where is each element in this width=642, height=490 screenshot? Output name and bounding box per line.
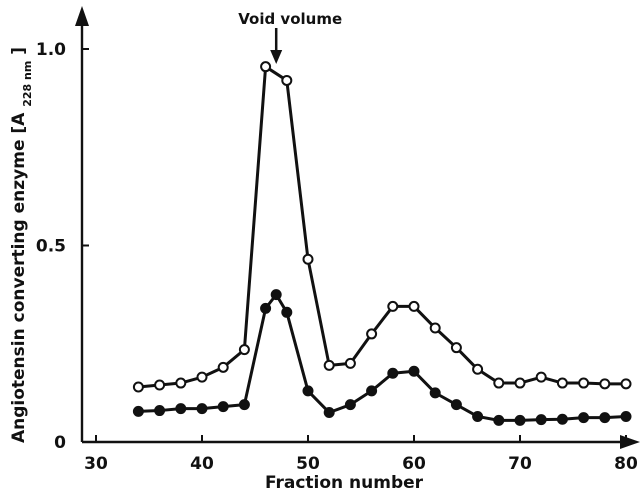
- data-point: [493, 377, 505, 389]
- data-point: [450, 399, 462, 411]
- annotation-group: Void volume: [238, 10, 342, 64]
- y-tick-label: 0.5: [36, 237, 66, 257]
- data-point: [217, 401, 229, 413]
- annotation-label: Void volume: [238, 10, 342, 28]
- y-tick-label: 1.0: [36, 40, 66, 60]
- data-point: [578, 377, 590, 389]
- x-tick-label: 40: [190, 454, 214, 474]
- data-point: [175, 403, 187, 415]
- y-axis-label: Angiotensin converting enzyme [A 228 nm …: [9, 47, 34, 443]
- series-line: [136, 293, 628, 422]
- x-axis-label: Fraction number: [265, 473, 424, 490]
- data-point: [366, 385, 378, 397]
- x-tick-label: 30: [84, 454, 108, 474]
- y-tick-label: 0: [54, 433, 66, 453]
- data-point: [238, 399, 250, 411]
- data-point: [302, 253, 314, 265]
- data-point: [387, 367, 399, 379]
- data-point: [387, 300, 399, 312]
- data-point: [556, 413, 568, 425]
- y-axis-label-subscript: 228 nm: [21, 61, 34, 107]
- data-point: [556, 377, 568, 389]
- data-point: [599, 412, 611, 424]
- data-point: [344, 399, 356, 411]
- data-point: [302, 385, 314, 397]
- data-point: [132, 405, 144, 417]
- series-line: [136, 65, 628, 389]
- data-point: [514, 377, 526, 389]
- data-point: [450, 342, 462, 354]
- annotation-arrowhead: [270, 50, 283, 64]
- x-axis-arrowhead: [620, 435, 640, 449]
- data-point: [260, 302, 272, 314]
- data-point: [175, 377, 187, 389]
- data-point: [429, 387, 441, 399]
- x-tick-label: 70: [508, 454, 532, 474]
- series-group: [132, 61, 632, 426]
- data-point: [408, 365, 420, 377]
- data-point: [154, 405, 166, 417]
- data-point: [535, 371, 547, 383]
- data-point: [514, 414, 526, 426]
- data-point: [132, 381, 144, 393]
- data-point: [620, 378, 632, 390]
- x-tick-label: 60: [402, 454, 426, 474]
- data-point: [535, 414, 547, 426]
- x-tick-label: 80: [614, 454, 638, 474]
- data-point: [323, 407, 335, 419]
- data-point: [154, 379, 166, 391]
- data-point: [196, 403, 208, 415]
- y-axis-arrowhead: [75, 6, 89, 26]
- tick-group: 30 40 50 60 70 80 0 0.5 1.0: [36, 40, 638, 474]
- data-point: [408, 300, 420, 312]
- data-point: [578, 412, 590, 424]
- data-point: [493, 414, 505, 426]
- data-point: [217, 361, 229, 373]
- data-point: [196, 371, 208, 383]
- x-tick-label: 50: [296, 454, 320, 474]
- data-point: [270, 289, 282, 301]
- data-point: [281, 306, 293, 318]
- data-point: [344, 357, 356, 369]
- data-point: [620, 410, 632, 422]
- data-point: [260, 61, 272, 73]
- y-axis-label-close: ]: [9, 47, 29, 55]
- data-point: [238, 344, 250, 356]
- axes-group: [75, 6, 640, 449]
- data-point: [472, 363, 484, 375]
- data-point: [599, 378, 611, 390]
- data-point: [323, 359, 335, 371]
- data-point: [366, 328, 378, 340]
- data-point: [429, 322, 441, 334]
- y-axis-label-main: Angiotensin converting enzyme [A: [9, 112, 29, 443]
- data-point: [281, 74, 293, 86]
- data-point: [472, 410, 484, 422]
